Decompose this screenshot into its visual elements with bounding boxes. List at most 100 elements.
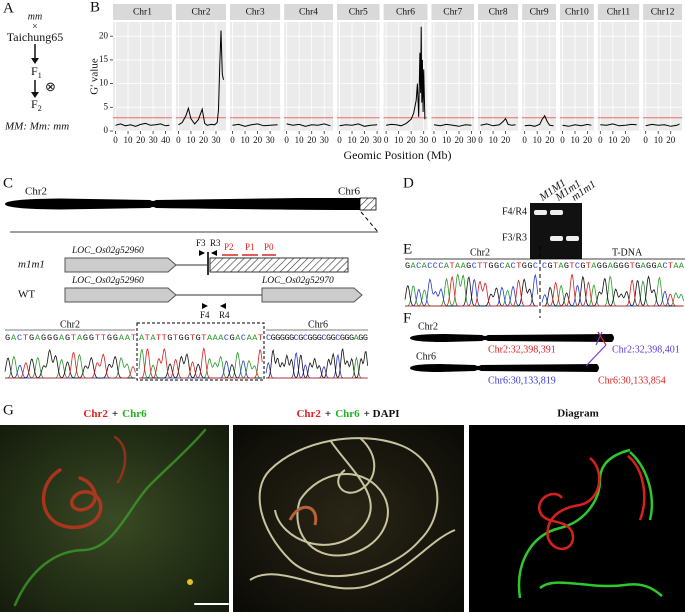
base: A <box>558 261 564 271</box>
chromatogram-trace <box>266 348 368 379</box>
site: Chr6:30,133,819 <box>488 375 556 386</box>
chromatogram-trace <box>542 275 684 307</box>
base: G <box>405 261 410 271</box>
gel-bands <box>534 210 579 241</box>
base: G <box>89 333 94 343</box>
facet-panel <box>230 22 281 131</box>
base: A <box>59 333 65 343</box>
image-title: Diagram <box>557 408 599 420</box>
facet-panel <box>559 22 594 131</box>
fish-image <box>0 425 229 612</box>
generation: F2 <box>31 97 42 113</box>
panel-label: G <box>3 402 14 418</box>
chromosome <box>5 198 360 210</box>
x-tick-label: 10 <box>186 135 196 145</box>
facet-panel <box>478 22 519 131</box>
x-tick-label: 10 <box>348 135 358 145</box>
facet-name: Chr9 <box>530 8 549 18</box>
x-axis-title: Geomic Position (Mb) <box>344 148 452 162</box>
facet-strip <box>522 4 556 20</box>
base: G <box>298 333 303 343</box>
label: Chr2 <box>25 186 47 198</box>
base: G <box>308 333 313 343</box>
label: mm <box>28 11 42 22</box>
x-tick-label: 10 <box>489 135 499 145</box>
facet-panel <box>431 22 475 131</box>
base: T <box>668 261 673 271</box>
base: C <box>17 333 22 343</box>
base: G <box>466 261 471 271</box>
label: ⊗ <box>45 79 56 94</box>
y-axis-title: G' value <box>89 58 101 95</box>
base: C <box>542 261 547 271</box>
zoom-line <box>360 211 379 233</box>
primer: F3 <box>196 238 206 248</box>
x-tick-label: 0 <box>113 135 118 145</box>
x-tick-label: 20 <box>621 135 631 145</box>
x-tick-label: 10 <box>124 135 134 145</box>
panel-label: A <box>3 0 14 16</box>
diagram-lines <box>517 448 663 599</box>
panel-label: C <box>3 175 13 191</box>
x-tick-label: 20 <box>455 135 465 145</box>
base: G <box>65 333 70 343</box>
base: T <box>586 261 591 271</box>
t-dna-box <box>209 257 349 273</box>
x-tick-label: 20 <box>199 135 209 145</box>
base: G <box>358 333 363 343</box>
generation: F1 <box>31 64 42 80</box>
facet-name: Chr5 <box>349 8 368 18</box>
base: C <box>294 333 299 343</box>
base: A <box>591 261 597 271</box>
base: G <box>613 261 618 271</box>
breakpoint <box>597 331 607 346</box>
facet-name: Chr4 <box>299 8 318 18</box>
diagram-image <box>469 425 685 612</box>
x-tick-label: 0 <box>230 135 235 145</box>
base: A <box>354 333 360 343</box>
x-tick-label: 30 <box>320 135 330 145</box>
title-part: Chr6 <box>335 408 360 420</box>
base: A <box>608 261 614 271</box>
base: C <box>241 333 246 343</box>
label: Chr2 <box>418 321 438 332</box>
base: G <box>344 333 349 343</box>
base: G <box>41 333 46 343</box>
y-tick-label: 0 <box>104 125 109 135</box>
base: C <box>438 261 443 271</box>
base: G <box>83 333 88 343</box>
sequence: GACACCCATAAGCTTGGCACTGGC <box>405 261 538 271</box>
sequence: ATATTGTGGTGTAAACGACAAT <box>139 333 263 343</box>
base: C <box>575 261 580 271</box>
y-tick-label: 5 <box>104 101 109 111</box>
facet-panel <box>336 22 380 131</box>
x-tick-label: 10 <box>533 135 543 145</box>
fish-dapi-image <box>233 425 464 612</box>
panel-label: E <box>403 241 412 257</box>
base: C <box>335 333 340 343</box>
facet-name: Chr6 <box>396 8 415 18</box>
fusion-line <box>585 344 607 367</box>
base: A <box>139 333 145 343</box>
base: A <box>422 261 428 271</box>
label: WT <box>18 289 35 301</box>
base: G <box>547 261 552 271</box>
base: G <box>275 333 280 343</box>
x-tick-label: 10 <box>442 135 452 145</box>
junction-box <box>136 322 265 381</box>
base: T <box>483 261 488 271</box>
base: C <box>433 261 438 271</box>
base: T <box>449 261 454 271</box>
base: G <box>619 261 624 271</box>
gene-box <box>261 287 363 303</box>
label: LOC_Os02g52970 <box>261 276 334 286</box>
x-tick-label: 0 <box>522 135 527 145</box>
facet-strip <box>643 4 682 20</box>
base: G <box>597 261 602 271</box>
sequence: CGGGGGCGCGGGCGGCGGGAGG <box>266 333 368 343</box>
base: T <box>162 333 167 343</box>
facet-strip <box>175 4 227 20</box>
label: Chr2 <box>470 247 490 258</box>
fish-signals <box>13 428 229 607</box>
base: G <box>289 333 294 343</box>
